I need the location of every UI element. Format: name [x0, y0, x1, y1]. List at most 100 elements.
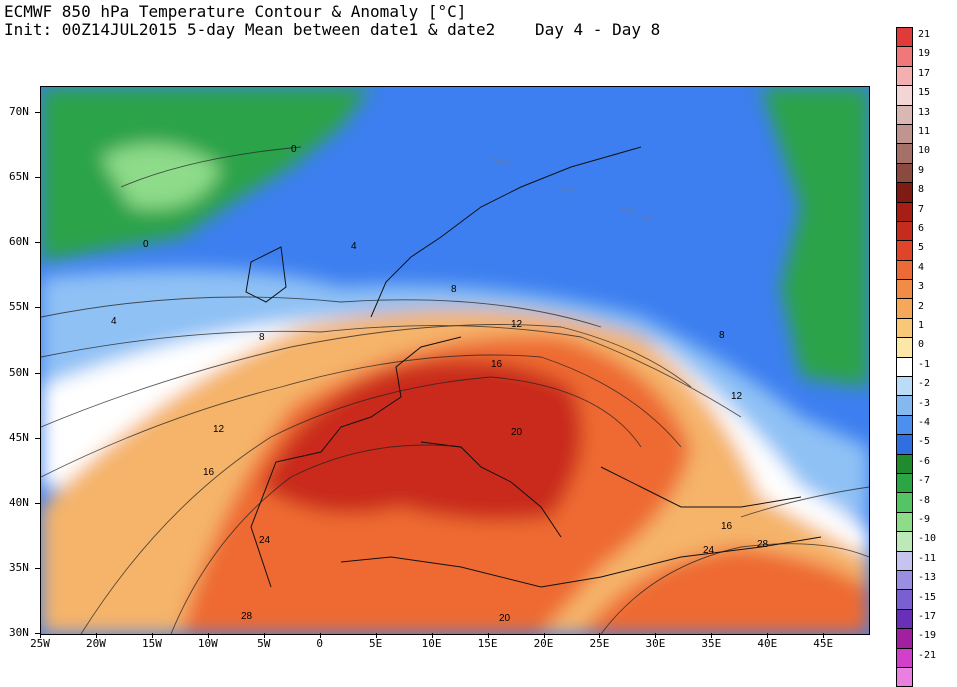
colorbar-label: 15 — [918, 87, 931, 99]
lon-label: 15W — [141, 637, 162, 650]
contour-label: 12 — [511, 319, 523, 330]
lat-tick — [35, 502, 40, 504]
colorbar-label: 5 — [918, 242, 925, 254]
colorbar-label: -10 — [918, 533, 937, 545]
colorbar-swatch — [896, 279, 913, 300]
contour-label: 4 — [351, 241, 357, 252]
lon-tick — [263, 633, 265, 638]
colorbar-swatch — [896, 162, 913, 184]
lat-label: 35N — [9, 560, 29, 574]
lat-tick — [35, 567, 40, 569]
colorbar-swatch — [896, 104, 913, 125]
lat-tick — [35, 437, 40, 439]
colorbar-label: -1 — [918, 358, 931, 370]
cold-anomaly-northeast — [761, 87, 869, 387]
warm-core-area — [261, 360, 583, 521]
contour-label: 28 — [757, 539, 769, 550]
lon-label: 10W — [197, 637, 218, 650]
colorbar-swatch — [896, 201, 913, 222]
lon-tick — [711, 633, 713, 638]
colorbar-swatch — [896, 647, 913, 668]
lon-label: 0 — [316, 637, 324, 650]
lon-label: 25E — [589, 637, 610, 650]
contour-label-group: 0 0 4 4 8 8 8 12 12 12 16 16 20 24 24 28… — [111, 144, 769, 624]
lat-label: 60N — [9, 235, 29, 249]
contour-label: 0 — [291, 144, 297, 155]
colorbar-label: -4 — [918, 417, 931, 428]
lon-tick — [431, 633, 433, 638]
colorbar-label: -13 — [918, 572, 937, 584]
colorbar-label: -21 — [918, 649, 937, 661]
terrain-contours — [490, 156, 653, 221]
contour-label: 20 — [511, 427, 523, 438]
lon-tick — [207, 633, 209, 638]
colorbar-swatch — [896, 453, 913, 474]
lon-tick — [487, 633, 489, 638]
colorbar-label: 3 — [918, 281, 925, 293]
lon-tick — [375, 633, 377, 638]
colorbar-label: 9 — [918, 164, 925, 176]
colorbar-swatch — [896, 666, 913, 687]
colorbar — [896, 27, 913, 687]
contour-label: 28 — [241, 611, 253, 622]
lon-label: 35E — [701, 637, 722, 650]
contour-label: 12 — [731, 391, 743, 402]
lat-label: 70N — [9, 105, 29, 119]
lat-tick — [35, 307, 40, 309]
warm-mid-east — [581, 547, 869, 634]
colorbar-swatch — [896, 356, 913, 378]
lat-tick — [35, 372, 40, 374]
colorbar-swatch — [896, 337, 913, 358]
lon-label: 20W — [86, 637, 106, 650]
colorbar-swatch — [896, 550, 913, 571]
contour-label: 16 — [491, 359, 503, 370]
lon-label: 5W — [257, 637, 271, 650]
lat-label: 30N — [9, 626, 29, 639]
colorbar-swatch — [896, 531, 913, 552]
colorbar-label: -15 — [918, 591, 937, 603]
contour-label: 12 — [213, 424, 225, 435]
lon-label: 15E — [477, 637, 498, 650]
contour-label: 16 — [203, 467, 215, 478]
lon-tick — [319, 633, 321, 638]
colorbar-swatch — [896, 123, 913, 145]
colorbar-label: 4 — [918, 261, 925, 273]
contour-label: 4 — [111, 316, 117, 327]
colorbar-swatch — [896, 492, 913, 513]
colorbar-swatch — [896, 395, 913, 416]
contour-label: 24 — [703, 545, 715, 556]
lon-tick — [823, 633, 825, 638]
lat-label: 65N — [9, 170, 29, 184]
lon-label: 20E — [533, 637, 554, 650]
colorbar-label: 10 — [918, 145, 931, 157]
lon-tick — [655, 633, 657, 638]
colorbar-label: -19 — [918, 630, 937, 642]
colorbar-label: 6 — [918, 223, 925, 234]
colorbar-label: 8 — [918, 184, 925, 196]
lat-label: 55N — [9, 300, 29, 314]
colorbar-label: -9 — [918, 514, 931, 525]
lon-label: 45E — [813, 637, 834, 650]
colorbar-label: 7 — [918, 203, 925, 215]
colorbar-label: 19 — [918, 48, 931, 60]
colorbar-label: 13 — [918, 106, 931, 118]
colorbar-swatch — [896, 434, 913, 455]
colorbar-label: 21 — [918, 29, 931, 40]
lon-tick — [95, 633, 97, 638]
colorbar-swatch — [896, 628, 913, 649]
iceland-light-green — [101, 144, 221, 209]
colorbar-label: -11 — [918, 552, 937, 564]
colorbar-swatch — [896, 65, 913, 87]
lat-tick — [35, 177, 40, 179]
colorbar-label: 17 — [918, 67, 931, 79]
colorbar-swatch — [896, 472, 913, 494]
contour-label: 0 — [143, 239, 149, 250]
lon-label: 40E — [757, 637, 778, 650]
contour-label: 8 — [259, 332, 265, 343]
contour-label: 8 — [719, 330, 725, 341]
colorbar-swatch — [896, 298, 913, 319]
lat-label: 45N — [9, 430, 29, 444]
lon-tick — [767, 633, 769, 638]
colorbar-label: 11 — [918, 126, 931, 137]
colorbar-swatch — [896, 569, 913, 591]
